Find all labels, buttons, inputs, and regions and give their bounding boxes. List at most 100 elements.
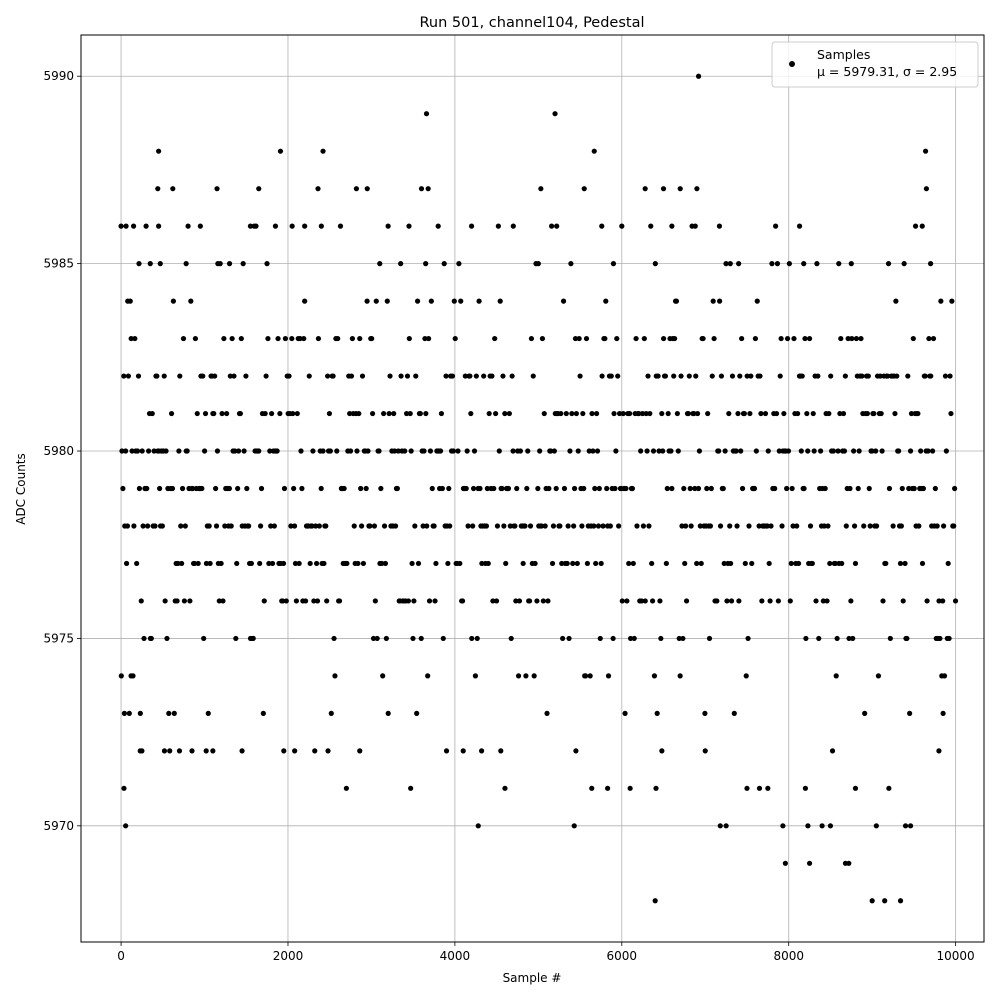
data-point — [937, 635, 943, 642]
x-axis-label: Sample # — [503, 971, 562, 985]
data-point — [205, 710, 211, 716]
data-point — [427, 448, 434, 454]
data-point — [563, 410, 569, 417]
data-point — [194, 410, 200, 417]
data-point — [528, 335, 535, 342]
data-point — [641, 335, 647, 342]
data-point — [299, 485, 305, 492]
data-point — [351, 523, 357, 529]
data-point — [919, 223, 925, 229]
data-point — [520, 560, 526, 567]
data-point — [478, 748, 485, 754]
data-point — [235, 448, 242, 454]
data-point — [577, 373, 583, 379]
data-point — [654, 710, 660, 716]
data-point — [796, 223, 803, 229]
data-point — [302, 298, 308, 304]
data-point — [557, 523, 563, 529]
data-point — [328, 710, 334, 716]
data-point — [164, 635, 170, 642]
data-point — [516, 598, 523, 604]
data-point — [473, 373, 479, 379]
data-point — [924, 598, 930, 604]
data-point — [564, 560, 570, 567]
data-point — [263, 373, 269, 379]
data-point — [423, 261, 429, 267]
data-point — [650, 448, 657, 454]
data-point — [620, 410, 626, 417]
data-point — [123, 560, 130, 567]
data-point — [283, 598, 289, 604]
data-point — [382, 560, 389, 567]
data-point — [425, 186, 431, 192]
data-point — [121, 785, 127, 791]
data-point — [586, 448, 592, 454]
data-point — [846, 635, 852, 642]
data-point — [337, 223, 344, 229]
data-point — [124, 523, 131, 529]
data-point — [780, 823, 786, 829]
data-point — [728, 560, 734, 567]
data-point — [218, 560, 224, 567]
data-point — [289, 223, 295, 229]
data-point — [176, 448, 182, 454]
data-point — [123, 448, 129, 454]
data-point — [591, 148, 597, 154]
data-point — [790, 523, 796, 529]
data-point — [842, 373, 848, 379]
data-point — [685, 410, 691, 417]
data-point — [136, 261, 142, 267]
data-point — [315, 335, 322, 342]
data-point — [139, 448, 145, 454]
data-point — [182, 523, 188, 529]
data-point — [738, 448, 744, 454]
data-point — [801, 485, 807, 492]
data-point — [852, 560, 859, 567]
data-point — [604, 485, 610, 492]
data-point — [615, 373, 621, 379]
data-point — [472, 673, 479, 679]
data-point — [493, 410, 499, 417]
data-point — [739, 335, 745, 342]
data-point — [582, 673, 589, 679]
data-point — [832, 560, 838, 567]
data-point — [769, 261, 775, 267]
data-point — [509, 373, 515, 379]
data-point — [929, 448, 936, 454]
data-point — [323, 523, 329, 529]
data-point — [623, 485, 629, 492]
data-point — [313, 523, 319, 529]
data-point — [542, 523, 548, 529]
data-point — [717, 523, 724, 529]
data-point — [253, 223, 259, 229]
data-point — [222, 523, 228, 529]
data-point — [450, 448, 456, 454]
data-point — [776, 448, 782, 454]
data-point — [848, 261, 854, 267]
data-point — [157, 261, 163, 267]
data-point — [869, 898, 875, 904]
data-point — [391, 410, 397, 417]
data-point — [803, 635, 809, 642]
data-point — [463, 485, 469, 492]
data-point — [916, 523, 922, 529]
data-point — [821, 523, 827, 529]
data-point — [411, 598, 417, 604]
data-point — [638, 598, 645, 604]
data-point — [417, 410, 423, 417]
data-point — [741, 410, 747, 417]
data-point — [948, 410, 954, 417]
data-point — [483, 523, 490, 529]
data-point — [570, 560, 576, 567]
data-point — [377, 261, 383, 267]
data-point — [799, 373, 805, 379]
data-point — [851, 448, 857, 454]
data-point — [423, 410, 429, 417]
data-point — [546, 485, 552, 492]
data-point — [221, 335, 227, 342]
data-point — [822, 485, 828, 492]
data-point — [121, 373, 127, 379]
data-point — [540, 598, 546, 604]
data-point — [569, 410, 575, 417]
data-point — [756, 785, 763, 791]
